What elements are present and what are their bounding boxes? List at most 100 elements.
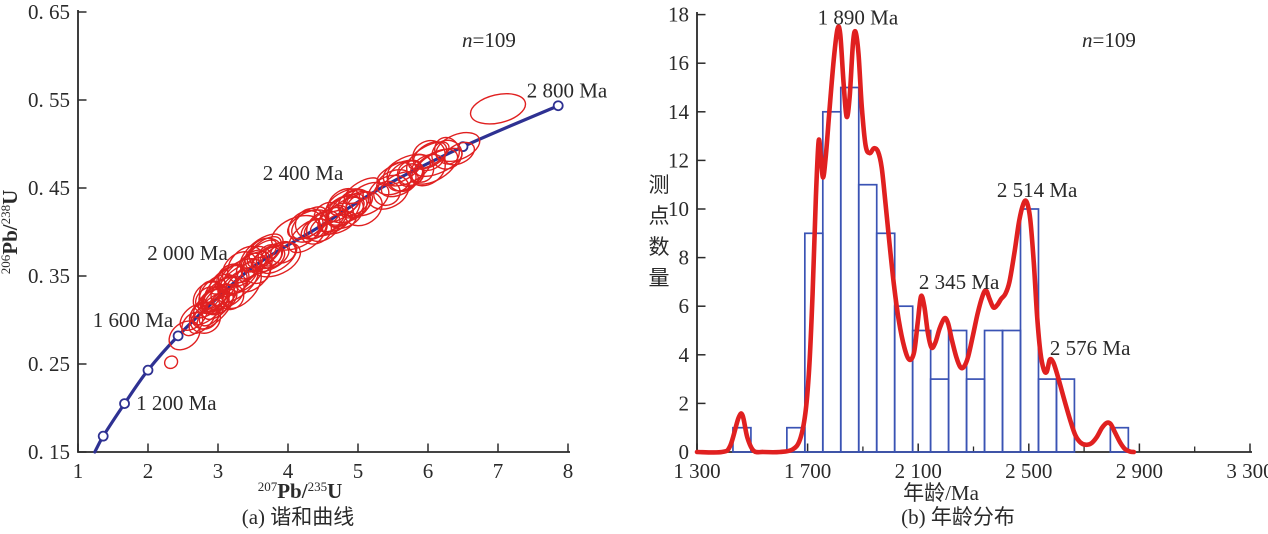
error-ellipse — [201, 284, 231, 315]
y-tick-label: 0 — [679, 440, 690, 464]
histogram-bar — [1019, 208, 1040, 453]
error-ellipse — [411, 139, 446, 172]
histogram-bar — [857, 183, 878, 453]
kde-peak-label: 2 345 Ma — [919, 270, 1000, 294]
error-ellipse — [259, 245, 286, 269]
y-tick-label: 16 — [668, 51, 689, 75]
x-tick-label: 1 700 — [784, 459, 831, 483]
y-tick-label: 0. 55 — [28, 88, 70, 112]
sample-count-label-a: n=109 — [462, 28, 516, 52]
x-tick-label: 1 — [73, 459, 84, 483]
y-tick-label: 0. 45 — [28, 176, 70, 200]
panel-a-caption: (a) 谐和曲线 — [242, 505, 355, 529]
x-tick-label: 2 — [143, 459, 154, 483]
histogram-bar — [929, 378, 950, 453]
error-ellipse — [244, 245, 274, 275]
error-ellipse — [434, 136, 460, 165]
error-ellipse — [287, 209, 324, 243]
error-ellipse — [240, 252, 272, 285]
histogram-bar — [947, 329, 968, 453]
kde-peak-label: 2 576 Ma — [1050, 336, 1131, 360]
age-marker — [172, 330, 184, 342]
kde-curve — [694, 24, 1137, 455]
error-ellipse — [367, 174, 410, 210]
error-ellipse — [411, 148, 459, 185]
y-axis-title-char: 测 — [649, 173, 670, 197]
x-tick-label: 7 — [493, 459, 504, 483]
y-axis-title-char: 数 — [649, 235, 670, 259]
histogram-bar — [893, 305, 914, 453]
y-axis-title-char: 量 — [649, 266, 670, 290]
histogram-bar — [839, 86, 860, 453]
x-tick-label: 2 100 — [895, 459, 942, 483]
error-ellipse — [344, 191, 383, 227]
concordia-age-label: 2 400 Ma — [263, 161, 344, 185]
error-ellipse — [431, 139, 463, 170]
y-axis-title-206pb-238u: 206Pb/238U — [0, 190, 22, 275]
x-tick-label: 3 — [213, 459, 224, 483]
y-tick-label: 14 — [668, 100, 690, 124]
y-tick-label: 4 — [679, 343, 690, 367]
histogram-bar — [1037, 378, 1058, 453]
error-ellipse — [407, 141, 450, 171]
concordia-age-label: 2 800 Ma — [527, 78, 608, 102]
x-tick-label: 2 500 — [1005, 459, 1052, 483]
y-tick-label: 0. 15 — [28, 440, 70, 464]
error-ellipse — [373, 180, 401, 207]
histogram-bar — [1055, 378, 1076, 453]
error-ellipse — [221, 251, 258, 288]
error-ellipse — [163, 355, 179, 370]
error-ellipse — [196, 292, 234, 330]
histogram-bar — [1001, 329, 1022, 453]
concordia-age-label: 1 200 Ma — [136, 391, 217, 415]
x-tick-label: 5 — [353, 459, 364, 483]
y-tick-label: 2 — [679, 391, 690, 415]
age-marker — [119, 398, 130, 410]
concordia-age-label: 1 600 Ma — [93, 308, 174, 332]
kde-peak-label: 2 514 Ma — [997, 178, 1078, 202]
kde-peak-label: 1 890 Ma — [818, 5, 899, 29]
y-tick-label: 18 — [668, 3, 689, 27]
y-tick-label: 0. 65 — [28, 0, 70, 24]
error-ellipse — [246, 236, 282, 269]
x-tick-label: 1 300 — [673, 459, 720, 483]
error-ellipse — [380, 170, 419, 198]
sample-count-label-b: n=109 — [1082, 28, 1136, 52]
error-ellipse — [288, 217, 328, 254]
error-ellipse — [327, 196, 365, 226]
concordia-chart: 0. 15 0. 25 0. 35 0. 45 0. 55 0. 65 1 2 3 4 5 6 7 8 1… — [0, 0, 608, 529]
panel-b-caption: (b) 年龄分布 — [901, 505, 1015, 529]
concordia-age-label: 2 000 Ma — [147, 241, 228, 265]
error-ellipse — [396, 160, 425, 186]
age-marker — [142, 364, 154, 376]
y-tick-label: 8 — [679, 246, 690, 270]
histogram-chart: 0 2 4 6 8 10 12 14 16 18 1 300 1 700 2 100 2 500 2 900… — [649, 3, 1268, 529]
error-ellipse — [444, 141, 476, 166]
y-tick-label: 12 — [668, 148, 689, 172]
error-ellipse — [469, 93, 527, 125]
error-ellipse — [345, 181, 390, 217]
x-tick-label: 2 900 — [1116, 459, 1163, 483]
y-tick-label: 0. 25 — [28, 352, 70, 376]
x-axis-title-age: 年龄/Ma — [903, 481, 980, 505]
x-tick-label: 4 — [283, 459, 294, 483]
x-tick-label: 6 — [423, 459, 434, 483]
x-tick-label: 3 300 — [1226, 459, 1268, 483]
error-ellipse — [251, 241, 302, 278]
age-marker — [97, 430, 109, 442]
histogram-bar — [1109, 426, 1130, 453]
y-tick-label: 10 — [668, 197, 689, 221]
age-marker — [552, 100, 564, 112]
error-ellipse — [376, 169, 413, 196]
axes-b — [696, 12, 1252, 453]
x-axis-title-207pb-235u: 207Pb/235U — [258, 479, 343, 503]
x-tick-label: 8 — [563, 459, 574, 483]
y-axis-title-char: 点 — [649, 204, 670, 228]
histogram-bar — [965, 378, 986, 453]
y-tick-label: 0. 35 — [28, 264, 70, 288]
histogram-bar — [983, 329, 1004, 453]
y-tick-label: 6 — [679, 294, 690, 318]
